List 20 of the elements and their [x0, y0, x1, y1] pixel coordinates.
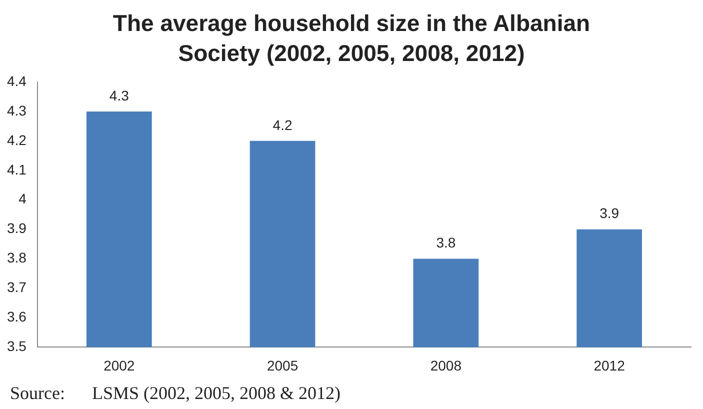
y-tick-label: 4.2 [6, 132, 27, 148]
data-label: 4.2 [272, 116, 292, 133]
x-tick-label: 2005 [266, 357, 298, 374]
data-label: 3.9 [600, 205, 620, 222]
y-tick-label: 3.7 [6, 279, 27, 296]
y-tick-label: 4.4 [6, 72, 27, 89]
chart-title: The average household size in the Albanian Society (2002, 2005, 2008, 2012) [112, 9, 592, 68]
y-tick-label: 4 [18, 190, 27, 207]
x-tick-label: 2012 [594, 357, 626, 374]
y-tick-label: 3.6 [6, 308, 27, 325]
y-tick-label: 3.8 [6, 250, 27, 266]
y-tick-label: 4.3 [6, 102, 27, 118]
data-label: 3.8 [436, 234, 456, 251]
x-tick-label: 2002 [104, 357, 135, 374]
y-tick-label: 3.9 [6, 220, 27, 236]
y-tick-label: 4.1 [6, 161, 27, 178]
y-tick-label: 3.5 [6, 338, 27, 354]
source-note: Source: LSMS (2002, 2005, 2008 & 2012) [10, 383, 340, 404]
data-label: 4.3 [109, 87, 130, 104]
x-tick-label: 2008 [430, 357, 462, 374]
